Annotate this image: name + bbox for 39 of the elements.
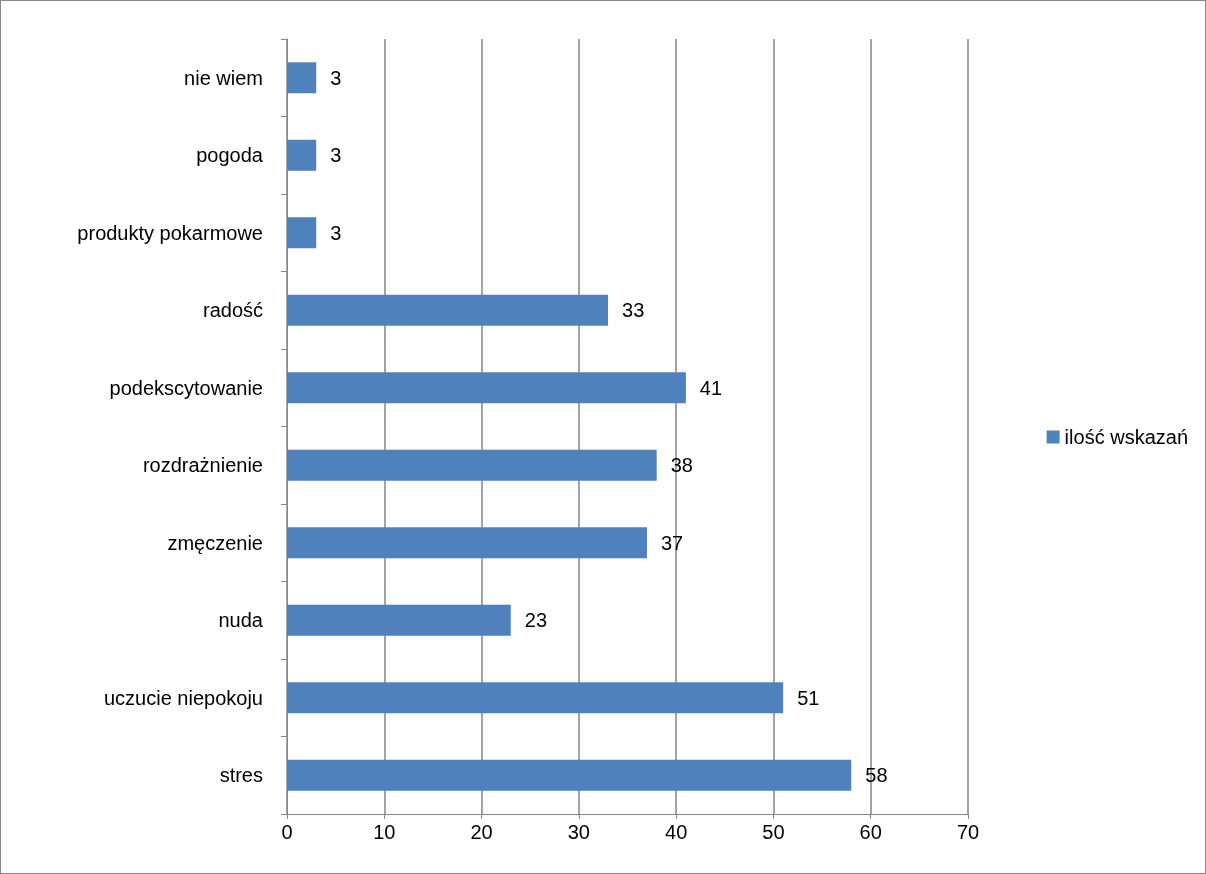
y-tick-label: produkty pokarmowe [77,221,263,244]
data-label: 51 [797,686,820,709]
x-tick-label: 70 [956,821,980,843]
y-tick-label: zmęczenie [167,531,263,554]
y-tick-label: nie wiem [184,66,263,89]
bar [287,217,317,249]
data-label: 23 [524,609,548,632]
y-tick-label: rozdrażnienie [142,454,263,477]
x-tick-label: 30 [567,821,590,843]
y-tick-label: podekscytowanie [109,376,263,399]
bar [287,759,852,791]
y-tick-label: radość [202,299,263,322]
bar [287,294,609,326]
x-tick-label: 10 [373,821,396,843]
bar [287,449,657,481]
legend-label: ilość wskazań [1064,426,1189,448]
data-label: 38 [670,454,693,477]
x-tick-label: 0 [281,821,293,843]
bar [287,682,784,714]
x-tick-label: 50 [762,821,785,843]
y-tick-label: nuda [218,609,264,632]
data-label: 3 [330,221,342,244]
y-tick-label: stres [219,764,263,787]
data-label: 3 [330,144,342,167]
y-tick-label: uczucie niepokoju [104,686,263,709]
x-tick-label: 20 [470,821,493,843]
bar [287,62,317,94]
data-label: 41 [699,376,723,399]
bar [287,604,511,636]
bar [287,372,686,404]
x-tick-label: 60 [859,821,882,843]
data-label: 33 [622,299,645,322]
bar [287,139,317,171]
bar [287,527,647,559]
data-label: 3 [330,66,342,89]
data-label: 37 [660,531,684,554]
data-label: 58 [865,764,888,787]
y-tick-label: pogoda [196,144,264,167]
x-tick-label: 40 [665,821,688,843]
